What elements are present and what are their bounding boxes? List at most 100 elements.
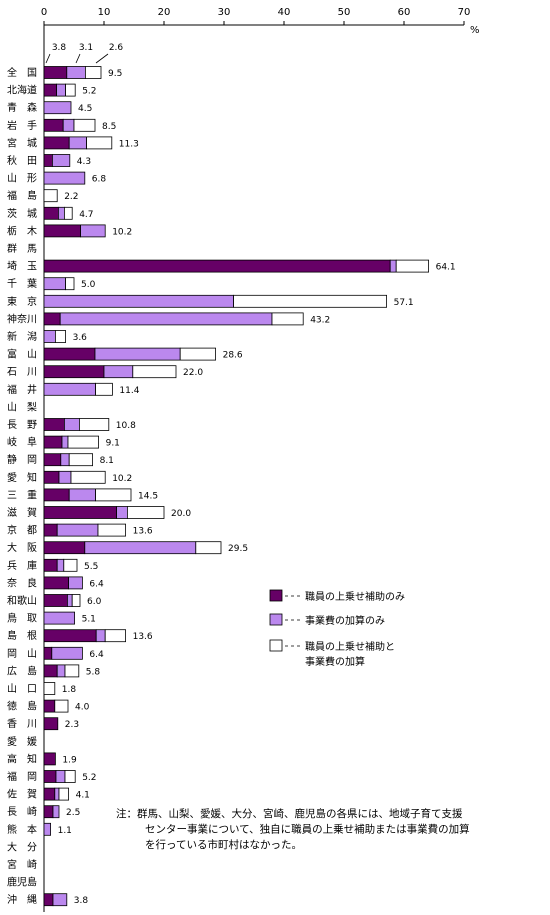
top-row-segment-labels: 3.8 3.1 2.6 [45, 43, 124, 64]
bar-segment-3 [85, 66, 102, 79]
category-label: 島 根 [7, 629, 37, 642]
total-value-label: 14.5 [138, 491, 158, 501]
category-label: 長 野 [7, 419, 37, 431]
bar-segment-1 [43, 594, 68, 607]
bar-segment-3 [43, 189, 58, 203]
bar-segment-1 [43, 629, 97, 643]
category-label: 愛 媛 [7, 735, 37, 748]
total-value-label: 4.1 [76, 791, 90, 801]
total-value-labels: 9.5 5.2 4.5 8.511.3 4.36.8 2.24.7 10.2 64.1 5.0 5… [58, 69, 456, 906]
total-value-label: 5.5 [84, 562, 98, 572]
bar-segment-1 [43, 470, 60, 484]
segment-value-label: 2.6 [109, 43, 124, 53]
category-label: 福 島 [7, 189, 37, 202]
bar-segment-3 [73, 118, 96, 132]
bar-segment-2 [68, 136, 87, 150]
bar-segment-1 [43, 558, 58, 572]
category-label: 滋 賀 [7, 506, 37, 519]
bar-segment-3 [71, 594, 81, 607]
total-value-label: 5.2 [82, 773, 96, 783]
bar-segment-3 [58, 787, 70, 801]
segment-value-label: 3.8 [52, 43, 67, 53]
bar-segment-2 [43, 277, 67, 291]
total-value-label: 2.2 [64, 192, 78, 202]
category-label: 熊 本 [7, 823, 37, 836]
category-label: 愛 知 [7, 471, 37, 484]
bar-segment-3 [64, 664, 80, 678]
total-value-label: 28.6 [223, 351, 243, 361]
total-value-label: 10.2 [112, 227, 132, 237]
bar-segment-2 [58, 470, 72, 484]
bar-segment-2 [54, 787, 60, 801]
total-value-label: 3.8 [74, 896, 89, 906]
unit-label-group: % [470, 25, 480, 36]
bar-segment-2 [103, 365, 134, 379]
bar-segment-2 [95, 629, 106, 643]
bar-segment-2 [68, 576, 83, 590]
bar-segment-2 [52, 893, 68, 907]
bar-segment-1 [43, 646, 53, 660]
legend-swatch-3 [269, 639, 283, 652]
category-label: 兵 庫 [7, 559, 37, 572]
total-value-label: 5.0 [81, 280, 96, 290]
total-value-label: 20.0 [171, 509, 191, 519]
note-line: センター事業について、独自に職員の上乗せ補助または事業費の加算 [145, 823, 470, 836]
bar-segment-3 [63, 558, 78, 572]
category-label: 京 都 [7, 524, 37, 537]
bar-segment-1 [43, 206, 59, 220]
bar-segment-1 [43, 699, 56, 713]
total-value-label: 10.2 [112, 474, 132, 484]
bar-segment-3 [195, 541, 222, 555]
bar-segment-1 [43, 83, 58, 97]
legend-label: 職員の上乗せ補助のみ [305, 590, 405, 603]
bar-segment-1 [43, 506, 117, 519]
bar-segment-2 [64, 418, 80, 431]
total-value-label: 64.1 [436, 263, 456, 273]
total-value-label: 9.1 [106, 439, 120, 449]
bar-segment-3 [70, 470, 106, 484]
bar-segment-1 [43, 365, 105, 379]
bar-segment-2 [66, 66, 86, 79]
legend-swatch-2 [269, 613, 283, 626]
category-label: 埼 玉 [7, 260, 37, 273]
bar-segment-2 [55, 770, 66, 783]
category-label: 栃 木 [7, 224, 37, 237]
bar-segment-1 [43, 787, 56, 801]
bar-segment-3 [395, 259, 430, 273]
bar-segment-1 [43, 664, 58, 678]
category-label: 富 山 [7, 348, 37, 361]
total-value-label: 5.2 [82, 87, 96, 97]
total-value-label: 6.4 [89, 650, 104, 660]
category-label: 長 崎 [7, 805, 37, 818]
total-value-label: 3.6 [73, 333, 88, 343]
bar-segment-2 [67, 594, 73, 607]
bar-segment-3 [55, 330, 67, 343]
bar-segment-3 [43, 682, 56, 695]
bar-segment-1 [43, 224, 81, 238]
bar-segment-2 [58, 206, 65, 220]
category-label: 大 阪 [7, 541, 37, 554]
bar-segment-2 [60, 453, 70, 467]
bar-segment-1 [43, 259, 391, 273]
total-value-label: 13.6 [133, 527, 153, 537]
bar-segment-1 [43, 118, 64, 132]
category-label: 山 梨 [7, 400, 37, 413]
total-value-label: 2.3 [65, 720, 79, 730]
category-label: 佐 賀 [7, 789, 37, 801]
bar-segment-2 [43, 101, 72, 115]
bar-segment-1 [43, 488, 70, 502]
bar-segment-3 [127, 506, 165, 519]
bars [43, 66, 430, 907]
x-tick-label: 30 [218, 7, 231, 18]
total-value-label: 11.3 [119, 139, 139, 149]
category-label: 北海道 [7, 84, 37, 97]
category-label: 広 島 [7, 664, 37, 677]
bar-segment-1 [43, 893, 54, 907]
leader-line [75, 53, 81, 64]
bar-segment-2 [43, 382, 96, 396]
bar-segment-1 [43, 717, 59, 731]
x-tick-label: 10 [98, 7, 111, 18]
total-value-label: 10.8 [116, 421, 136, 431]
bar-segment-2 [94, 347, 181, 361]
bar-segment-3 [97, 523, 127, 537]
